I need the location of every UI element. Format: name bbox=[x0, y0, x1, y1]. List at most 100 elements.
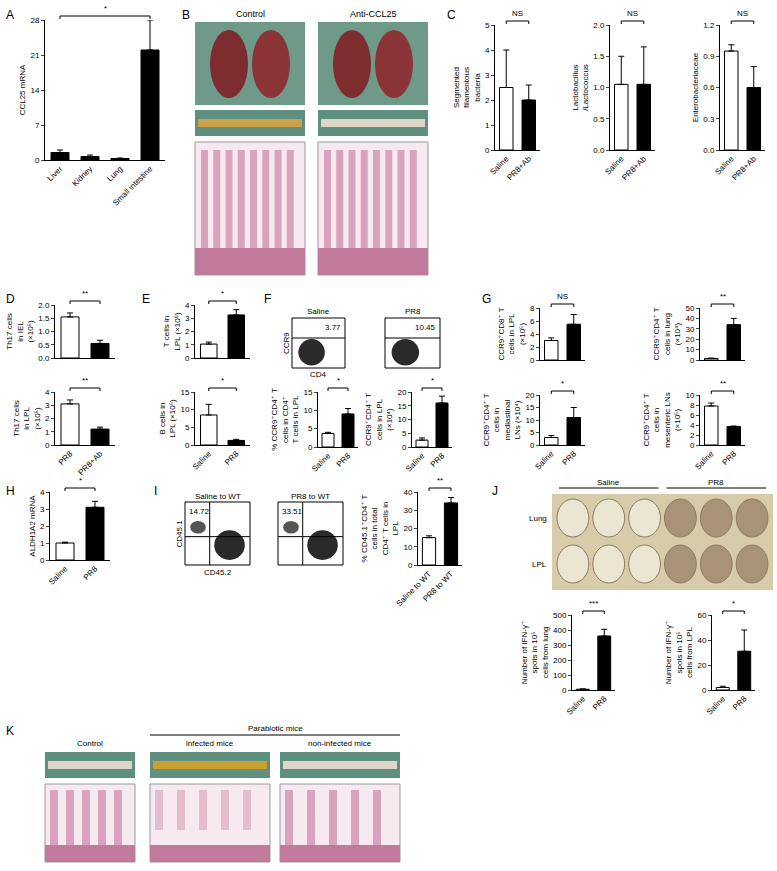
svg-text:PR8+Ab: PR8+Ab bbox=[505, 154, 533, 182]
svg-text:Saline: Saline bbox=[307, 307, 330, 316]
svg-text:28: 28 bbox=[30, 16, 39, 25]
svg-text:15: 15 bbox=[180, 388, 189, 397]
svg-text:Th17 cellsin IEL(×10⁵): Th17 cellsin IEL(×10⁵) bbox=[5, 313, 35, 349]
svg-text:1: 1 bbox=[485, 121, 490, 130]
svg-text:CCR9: CCR9 bbox=[282, 332, 291, 354]
svg-text:E: E bbox=[142, 292, 150, 306]
svg-text:Lung: Lung bbox=[529, 514, 547, 523]
svg-text:*: * bbox=[732, 599, 735, 608]
svg-text:0.0: 0.0 bbox=[703, 146, 715, 155]
svg-text:PR8: PR8 bbox=[708, 478, 724, 487]
svg-text:K: K bbox=[6, 724, 14, 738]
svg-text:0.3: 0.3 bbox=[703, 115, 715, 124]
svg-text:3: 3 bbox=[185, 314, 190, 323]
svg-text:15: 15 bbox=[525, 403, 534, 412]
svg-text:20: 20 bbox=[403, 524, 412, 533]
svg-text:**: ** bbox=[82, 376, 88, 385]
svg-text:PR8: PR8 bbox=[82, 564, 100, 582]
svg-text:20: 20 bbox=[697, 661, 706, 670]
svg-text:CCR9⁺CD4⁺ Tcells inmediastinal: CCR9⁺CD4⁺ Tcells inmediastinalLNs (×10⁴) bbox=[482, 393, 522, 446]
svg-text:PR8: PR8 bbox=[57, 449, 75, 467]
svg-text:4: 4 bbox=[185, 301, 190, 310]
svg-text:2: 2 bbox=[485, 96, 490, 105]
svg-text:0.5: 0.5 bbox=[593, 115, 605, 124]
svg-text:1.0: 1.0 bbox=[593, 83, 605, 92]
svg-text:0: 0 bbox=[402, 443, 407, 452]
svg-text:CCR9⁺CD8⁺ Tcells in LPL(×10⁵): CCR9⁺CD8⁺ Tcells in LPL(×10⁵) bbox=[497, 307, 527, 360]
svg-text:NS: NS bbox=[627, 9, 638, 18]
svg-text:*: * bbox=[221, 289, 224, 298]
svg-text:**: ** bbox=[437, 476, 443, 485]
svg-text:PR8: PR8 bbox=[561, 449, 579, 467]
svg-text:1: 1 bbox=[45, 428, 50, 437]
svg-text:% CD45.1⁺CD4⁺ Tcells in totalC: % CD45.1⁺CD4⁺ Tcells in totalCD4⁺ T cell… bbox=[360, 494, 400, 562]
svg-text:0: 0 bbox=[530, 356, 535, 365]
svg-text:10: 10 bbox=[397, 415, 406, 424]
svg-text:2: 2 bbox=[690, 431, 695, 440]
svg-text:15: 15 bbox=[303, 388, 312, 397]
svg-text:B: B bbox=[182, 8, 190, 22]
svg-text:PR8: PR8 bbox=[223, 449, 241, 467]
svg-text:CCR9⁺CD4⁺ Tcells in lung(×10⁴): CCR9⁺CD4⁺ Tcells in lung(×10⁴) bbox=[652, 307, 682, 360]
svg-text:PR8+Ab: PR8+Ab bbox=[730, 154, 758, 182]
svg-text:ALDH1A2 mRNA: ALDH1A2 mRNA bbox=[28, 495, 37, 557]
svg-text:30: 30 bbox=[685, 325, 694, 334]
svg-text:10: 10 bbox=[403, 543, 412, 552]
svg-text:Th17 cellsin LPL(×10⁵): Th17 cellsin LPL(×10⁵) bbox=[12, 400, 42, 436]
svg-text:LPL: LPL bbox=[532, 560, 547, 569]
svg-text:0: 0 bbox=[485, 146, 490, 155]
svg-text:10: 10 bbox=[685, 345, 694, 354]
svg-text:10.45: 10.45 bbox=[415, 323, 436, 332]
svg-text:7: 7 bbox=[35, 121, 40, 130]
svg-text:0.0: 0.0 bbox=[593, 146, 605, 155]
svg-text:G: G bbox=[482, 292, 491, 306]
svg-text:10: 10 bbox=[303, 406, 312, 415]
svg-text:PR8: PR8 bbox=[335, 451, 353, 469]
svg-text:**: ** bbox=[82, 289, 88, 298]
svg-text:*: * bbox=[79, 476, 82, 485]
svg-text:2.0: 2.0 bbox=[593, 21, 605, 30]
svg-text:40: 40 bbox=[403, 488, 412, 497]
svg-text:C: C bbox=[447, 8, 456, 22]
svg-text:Liver: Liver bbox=[46, 164, 65, 183]
svg-text:Saline: Saline bbox=[533, 449, 555, 471]
svg-text:300: 300 bbox=[553, 641, 567, 650]
svg-text:PR8 to WT: PR8 to WT bbox=[291, 492, 330, 501]
svg-text:4: 4 bbox=[530, 330, 535, 339]
svg-text:Parabiotic mice: Parabiotic mice bbox=[248, 724, 303, 733]
svg-text:33.51: 33.51 bbox=[282, 507, 303, 516]
svg-text:Control: Control bbox=[77, 739, 103, 748]
svg-text:**: ** bbox=[720, 292, 726, 301]
svg-text:Small intestine: Small intestine bbox=[111, 164, 155, 208]
svg-text:Number of IFN-γ⁺spots in 10⁵ce: Number of IFN-γ⁺spots in 10⁵cells from L… bbox=[664, 621, 694, 684]
svg-text:Saline: Saline bbox=[705, 694, 727, 716]
svg-text:10: 10 bbox=[180, 405, 189, 414]
svg-text:F: F bbox=[264, 292, 271, 306]
svg-text:200: 200 bbox=[553, 656, 567, 665]
svg-text:5: 5 bbox=[308, 424, 313, 433]
svg-text:4: 4 bbox=[485, 46, 490, 55]
svg-text:0: 0 bbox=[45, 441, 50, 450]
svg-text:Control: Control bbox=[236, 9, 265, 19]
svg-text:PR8: PR8 bbox=[405, 307, 421, 316]
svg-text:10: 10 bbox=[685, 391, 694, 400]
svg-text:CD45.1: CD45.1 bbox=[175, 520, 184, 548]
svg-text:*: * bbox=[337, 376, 340, 385]
svg-text:Saline: Saline bbox=[713, 154, 735, 176]
svg-text:0: 0 bbox=[40, 556, 45, 565]
svg-text:Segmentedfilamentousbacteria: Segmentedfilamentousbacteria bbox=[452, 67, 482, 108]
svg-text:CCR9⁺CD4⁺ Tcells in LPL(×10⁴): CCR9⁺CD4⁺ Tcells in LPL(×10⁴) bbox=[364, 393, 394, 446]
svg-text:21: 21 bbox=[30, 51, 39, 60]
svg-text:1: 1 bbox=[185, 341, 190, 350]
svg-text:2: 2 bbox=[530, 343, 535, 352]
svg-text:14: 14 bbox=[30, 86, 39, 95]
svg-text:6: 6 bbox=[690, 411, 695, 420]
svg-text:Saline: Saline bbox=[603, 154, 625, 176]
svg-text:0: 0 bbox=[690, 356, 695, 365]
svg-text:0: 0 bbox=[690, 441, 695, 450]
svg-text:5: 5 bbox=[402, 429, 407, 438]
svg-text:0: 0 bbox=[562, 686, 567, 695]
svg-text:*: * bbox=[104, 4, 107, 13]
svg-text:2: 2 bbox=[40, 522, 45, 531]
svg-text:8: 8 bbox=[690, 401, 695, 410]
